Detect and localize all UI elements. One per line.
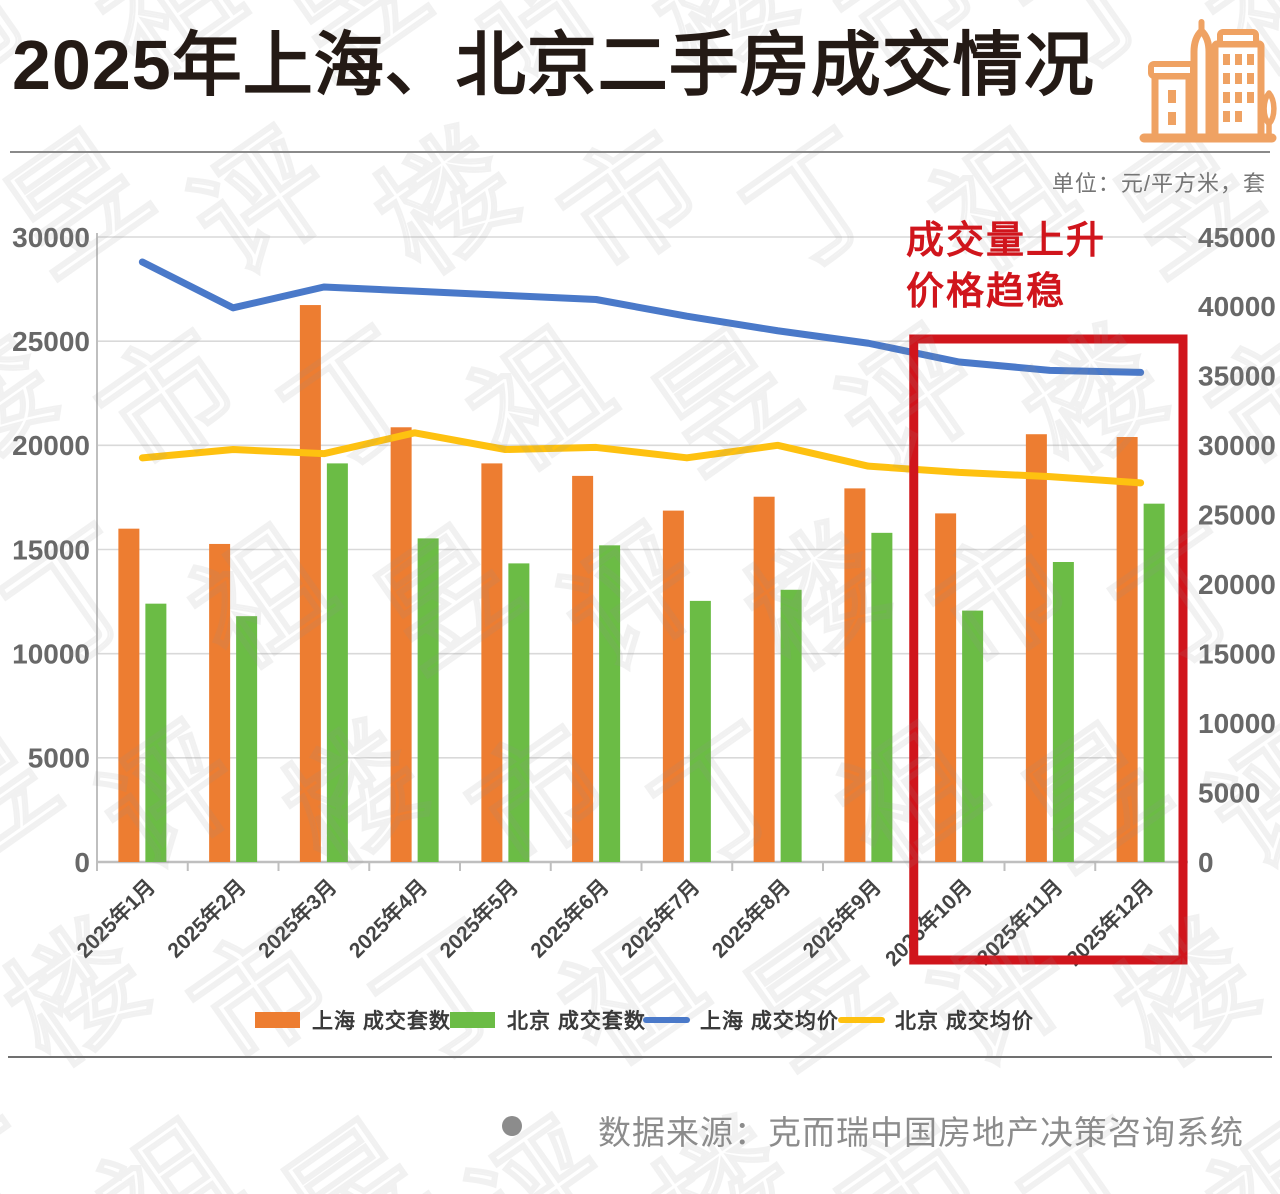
x-axis-label-2025年4月: 2025年4月 (344, 875, 432, 963)
right-axis-label-5000: 5000 (1198, 777, 1260, 808)
bar-beijing-2025年8月 (780, 589, 802, 862)
bar-beijing-2025年7月 (689, 600, 711, 862)
legend-swatch-beijing-price (838, 1017, 885, 1023)
bar-beijing-2025年11月 (1052, 562, 1074, 862)
right-axis-label-45000: 45000 (1198, 222, 1276, 253)
page-title: 2025年上海、北京二手房成交情况 (12, 26, 1095, 104)
legend-item-beijing-price: 北京 成交均价 (838, 1004, 1034, 1036)
bar-shanghai-2025年6月 (572, 475, 594, 862)
x-axis-label-2025年6月: 2025年6月 (526, 875, 614, 963)
right-axis-label-10000: 10000 (1198, 708, 1276, 739)
left-axis-label-10000: 10000 (12, 638, 90, 669)
bar-beijing-2025年5月 (508, 563, 530, 862)
header-divider (10, 151, 1270, 153)
bar-beijing-2025年1月 (145, 603, 167, 862)
x-axis-label-2025年9月: 2025年9月 (798, 875, 886, 963)
right-axis-label-15000: 15000 (1198, 638, 1276, 669)
legend-item-shanghai-price: 上海 成交均价 (643, 1004, 839, 1036)
annotation-line-2: 价格趋稳 (906, 271, 1067, 314)
annotation-line-1: 成交量上升 (906, 220, 1107, 262)
source-bullet-icon (502, 1116, 522, 1136)
legend-label: 上海 成交均价 (700, 1010, 839, 1033)
unit-label: 单位：元/平方米，套 (1051, 171, 1266, 196)
left-axis-label-25000: 25000 (12, 326, 90, 357)
left-axis-label-0: 0 (74, 847, 90, 878)
x-axis-label-2025年7月: 2025年7月 (616, 875, 704, 963)
bar-beijing-2025年4月 (417, 538, 439, 862)
city-buildings-icon (1139, 19, 1277, 143)
bar-beijing-2025年3月 (326, 463, 348, 862)
legend-swatch-beijing-units (450, 1012, 495, 1028)
right-axis-label-0: 0 (1198, 847, 1214, 878)
bar-shanghai-2025年4月 (390, 427, 412, 862)
left-axis-label-5000: 5000 (28, 743, 90, 774)
bar-shanghai-2025年7月 (662, 510, 684, 862)
bar-shanghai-2025年9月 (844, 488, 866, 862)
bar-beijing-2025年12月 (1143, 503, 1165, 862)
right-axis-label-30000: 30000 (1198, 430, 1276, 461)
bar-shanghai-2025年8月 (753, 496, 775, 862)
footer-divider (8, 1056, 1272, 1058)
line-beijing-price (138, 429, 1145, 487)
right-axis-label-25000: 25000 (1198, 500, 1276, 531)
x-axis-label-2025年5月: 2025年5月 (435, 875, 523, 963)
bar-beijing-2025年2月 (236, 616, 258, 862)
bar-beijing-2025年6月 (599, 545, 621, 862)
right-axis-label-40000: 40000 (1198, 291, 1276, 322)
bar-beijing-2025年10月 (962, 610, 984, 862)
legend-label: 北京 成交均价 (895, 1010, 1034, 1033)
bar-shanghai-2025年2月 (209, 543, 231, 862)
bar-shanghai-2025年5月 (481, 463, 503, 862)
bar-beijing-2025年9月 (871, 532, 893, 862)
left-axis-label-30000: 30000 (12, 222, 90, 253)
bar-shanghai-2025年11月 (1025, 434, 1047, 862)
x-axis-label-2025年8月: 2025年8月 (707, 875, 795, 963)
highlight-box (909, 334, 1188, 965)
x-axis-label-2025年1月: 2025年1月 (72, 875, 160, 963)
x-axis-label-2025年2月: 2025年2月 (163, 875, 251, 963)
bar-shanghai-2025年1月 (118, 528, 140, 862)
legend: 上海 成交套数 北京 成交套数 上海 成交均价 北京 成交均价 (0, 1004, 1280, 1040)
legend-label: 北京 成交套数 (507, 1010, 646, 1033)
right-axis-label-20000: 20000 (1198, 569, 1276, 600)
left-axis-label-15000: 15000 (12, 534, 90, 565)
left-axis-label-20000: 20000 (12, 430, 90, 461)
bar-shanghai-2025年3月 (299, 305, 321, 862)
legend-item-beijing-units: 北京 成交套数 (450, 1004, 646, 1036)
annotation: 成交量上升 价格趋稳 (906, 216, 1106, 319)
legend-swatch-shanghai-price (643, 1017, 690, 1023)
legend-swatch-shanghai-units (255, 1012, 300, 1028)
data-source-text: 数据来源：克而瑞中国房地产决策咨询系统 (598, 1114, 1244, 1151)
bar-shanghai-2025年10月 (935, 513, 957, 862)
line-shanghai-price (138, 258, 1145, 376)
legend-label: 上海 成交套数 (312, 1010, 451, 1033)
legend-item-shanghai-units: 上海 成交套数 (255, 1004, 451, 1036)
right-axis-label-35000: 35000 (1198, 361, 1276, 392)
bar-shanghai-2025年12月 (1116, 437, 1138, 862)
x-axis-label-2025年3月: 2025年3月 (253, 875, 341, 963)
